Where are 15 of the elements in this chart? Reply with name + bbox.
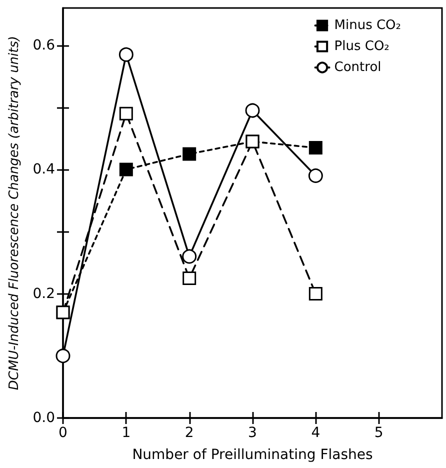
legend-label: Control — [334, 60, 382, 75]
y-tick-label: 0.4 — [32, 162, 56, 178]
x-tick-label: 3 — [248, 425, 257, 441]
x-tick-label: 0 — [58, 425, 68, 441]
x-tick-label: 4 — [311, 425, 320, 441]
legend-label: Plus CO₂ — [334, 39, 390, 54]
x-tick-label: 2 — [184, 425, 194, 441]
y-tick-label: 0.2 — [32, 286, 55, 302]
x-axis-title: Number of Preilluminating Flashes — [132, 447, 373, 463]
y-tick-label: 0.0 — [32, 410, 55, 426]
y-tick-label: 0.6 — [32, 37, 56, 54]
x-tick-label: 5 — [374, 425, 384, 441]
x-tick-label: 1 — [122, 425, 131, 441]
y-axis-title: DCMU-Induced Fluorescence Changes (arbitrary units) — [7, 36, 22, 390]
legend-label: Minus CO₂ — [334, 18, 401, 33]
